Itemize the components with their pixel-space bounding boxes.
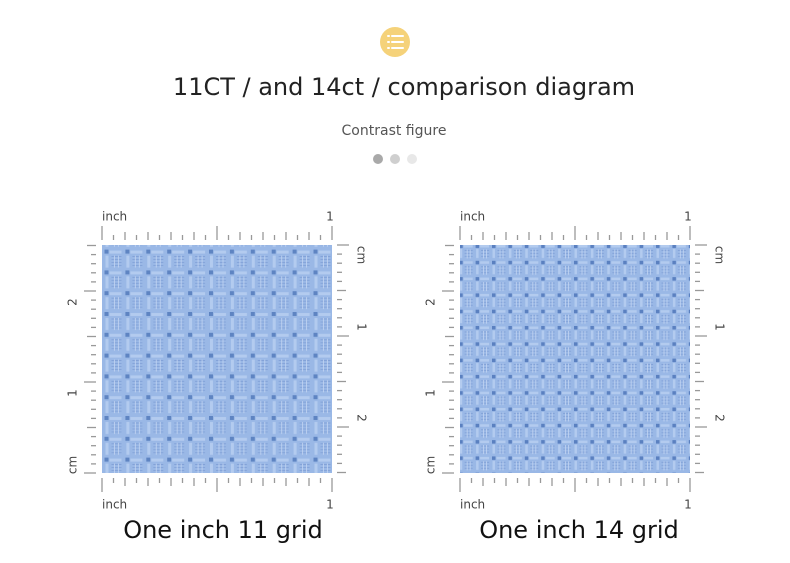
ruler-label: 2: [424, 298, 438, 306]
ruler-label: 2: [66, 298, 80, 306]
ruler-unit: inch: [460, 498, 485, 512]
ruler-unit: cm: [66, 456, 80, 474]
ruler-unit: inch: [460, 210, 485, 224]
dot[interactable]: [373, 154, 383, 164]
fabric: [102, 245, 332, 473]
ruler-label: 1: [684, 210, 692, 224]
ruler-unit: cm: [424, 456, 438, 474]
ruler-label: 1: [713, 323, 727, 331]
ruler-label: 2: [713, 414, 727, 422]
ruler-unit: inch: [102, 498, 127, 512]
ruler-unit: cm: [713, 246, 727, 264]
subtitle: Contrast figure: [342, 123, 447, 139]
ruler-label: 1: [326, 210, 334, 224]
ruler-label: 1: [684, 498, 692, 512]
dot[interactable]: [390, 154, 400, 164]
ruler-label: 1: [355, 323, 369, 331]
ruler-label: 2: [355, 414, 369, 422]
ruler-label: 1: [66, 389, 80, 397]
caption: One inch 11 grid: [123, 516, 323, 544]
title: 11CT / and 14ct / comparison diagram: [173, 73, 635, 101]
ruler-label: 1: [424, 389, 438, 397]
ruler-unit: cm: [355, 246, 369, 264]
ruler-unit: inch: [102, 210, 127, 224]
ruler-label: 1: [326, 498, 334, 512]
list-icon: [387, 35, 404, 49]
dot[interactable]: [407, 154, 417, 164]
caption: One inch 14 grid: [479, 516, 679, 544]
fabric: [460, 245, 690, 473]
